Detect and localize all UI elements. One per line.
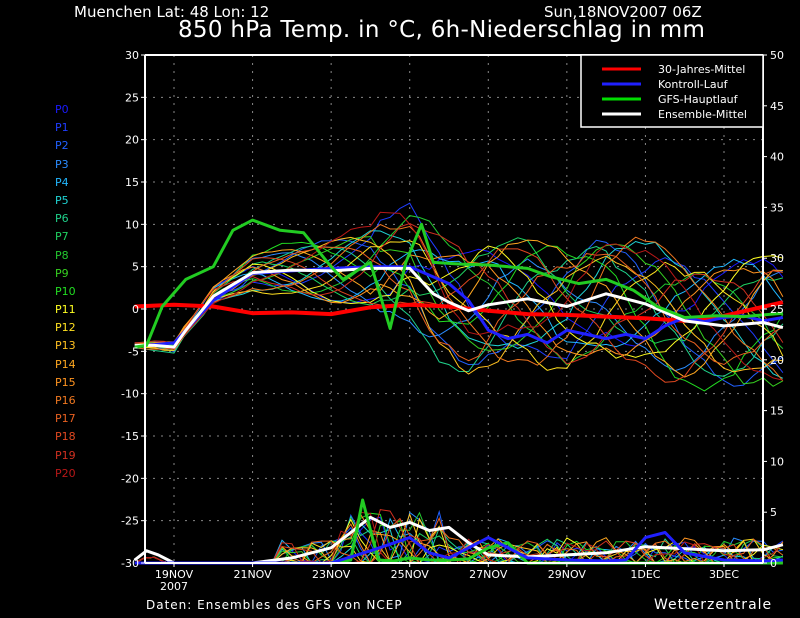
y-left-tick-label: 25 (125, 91, 139, 104)
member-label-p0: P0 (55, 103, 69, 116)
member-precip-p18 (134, 517, 783, 564)
y-left-tick-label: 10 (125, 218, 139, 231)
y-left-tick-label: 20 (125, 134, 139, 147)
y-right-tick-label: 5 (770, 506, 777, 519)
x-tick-label: 21NOV (233, 568, 272, 581)
chart-title: 850 hPa Temp. in °C, 6h-Niederschlag in … (178, 17, 706, 43)
member-precip-p4 (134, 517, 783, 564)
member-line-p10 (134, 241, 784, 392)
main-series (133, 218, 784, 565)
y-right-tick-label: 30 (770, 252, 784, 265)
y-left-tick-label: -25 (121, 515, 139, 528)
x-tick-label: 23NOV (312, 568, 351, 581)
y-right-tick-label: 50 (770, 49, 784, 62)
member-line-p4 (134, 249, 784, 348)
y-left-tick-label: 30 (125, 49, 139, 62)
ensemble-member-list: P0 P1 P2 P3 P4 P5 P6 P7 P8 P9 P10 P11 P12 P13 P14 P15 P1… (55, 101, 76, 483)
member-label-p2: P2 (55, 139, 69, 153)
y-right-tick-label: 35 (770, 201, 784, 214)
x-tick-label: 3DEC (709, 568, 739, 581)
y-left-tick-label: -15 (121, 430, 139, 443)
x-tick-label: 29NOV (548, 568, 587, 581)
member-line-p5 (134, 230, 784, 379)
brand-label: Wetterzentrale (654, 597, 773, 613)
member-line-p18 (134, 248, 783, 383)
y-left-tick-label: 5 (132, 261, 139, 274)
x-tick-label: 19NOV (155, 568, 194, 581)
data-source-credit: Daten: Ensembles des GFS von NCEP (146, 598, 403, 612)
member-label-p5: P5 (55, 193, 69, 207)
member-label-p16: P16 (55, 394, 76, 407)
y-left-tick-label: -5 (128, 345, 139, 358)
legend-label: Ensemble-Mittel (658, 108, 747, 121)
y-right-tick-label: 45 (770, 100, 784, 113)
y-right-tick-label: 15 (770, 405, 784, 418)
member-label-p3: P3 (55, 157, 69, 171)
member-line-p16 (134, 223, 784, 382)
series-gfs-hauptlauf (134, 218, 784, 349)
member-label-p1: P1 (55, 121, 69, 135)
member-label-p20: P20 (55, 466, 76, 480)
x-tick-label: 27NOV (469, 568, 508, 581)
member-label-p17: P17 (55, 412, 76, 426)
legend-label: Kontroll-Lauf (658, 78, 729, 91)
y-left-tick-label: -20 (121, 472, 139, 485)
member-label-p7: P7 (55, 230, 69, 244)
series-30-jahres-mittel (134, 300, 784, 323)
y-right-tick-label: 25 (770, 303, 784, 316)
member-label-p10: P10 (55, 284, 76, 298)
x-year-label: 2007 (160, 580, 188, 593)
legend: 30-Jahres-Mittel Kontroll-Lauf GFS-Hauptla… (580, 54, 764, 128)
y-left-tick-label: 15 (125, 176, 139, 189)
member-label-p8: P8 (55, 248, 69, 262)
y-right-tick-label: 0 (770, 557, 777, 570)
legend-label: GFS-Hauptlauf (658, 93, 739, 106)
location-label: Muenchen Lat: 48 Lon: 12 (74, 3, 270, 21)
member-label-p4: P4 (55, 175, 69, 189)
x-tick-label: 1DEC (630, 568, 660, 581)
member-line-p1 (134, 202, 784, 374)
y-right-tick-label: 20 (770, 354, 784, 367)
y-left-tick-label: -30 (121, 557, 139, 570)
y-right-tick-label: 40 (770, 151, 784, 164)
member-label-p14: P14 (55, 357, 76, 371)
member-line-p9 (134, 236, 784, 387)
member-line-p11 (134, 245, 784, 359)
legend-label: 30-Jahres-Mittel (658, 63, 745, 76)
member-precip-p12 (134, 517, 784, 564)
member-label-p15: P15 (55, 375, 76, 389)
y-left-tick-label: -10 (121, 388, 139, 401)
member-label-p6: P6 (55, 212, 69, 226)
run-date-label: Sun,18NOV2007 06Z (544, 3, 702, 21)
member-line-p2 (134, 239, 784, 387)
member-label-p12: P12 (55, 321, 76, 335)
ensemble-member-lines (134, 202, 784, 564)
member-label-p18: P18 (55, 430, 76, 444)
member-line-p20 (134, 211, 784, 381)
member-precip-p11 (134, 518, 784, 564)
member-label-p19: P19 (55, 448, 76, 462)
series-ensemble-mittel (134, 266, 784, 349)
member-label-p9: P9 (55, 266, 69, 280)
member-label-p11: P11 (55, 303, 76, 317)
x-tick-label: 25NOV (391, 568, 430, 581)
y-right-tick-label: 10 (770, 455, 784, 468)
member-label-p13: P13 (55, 339, 76, 353)
y-left-tick-label: 0 (132, 303, 139, 316)
